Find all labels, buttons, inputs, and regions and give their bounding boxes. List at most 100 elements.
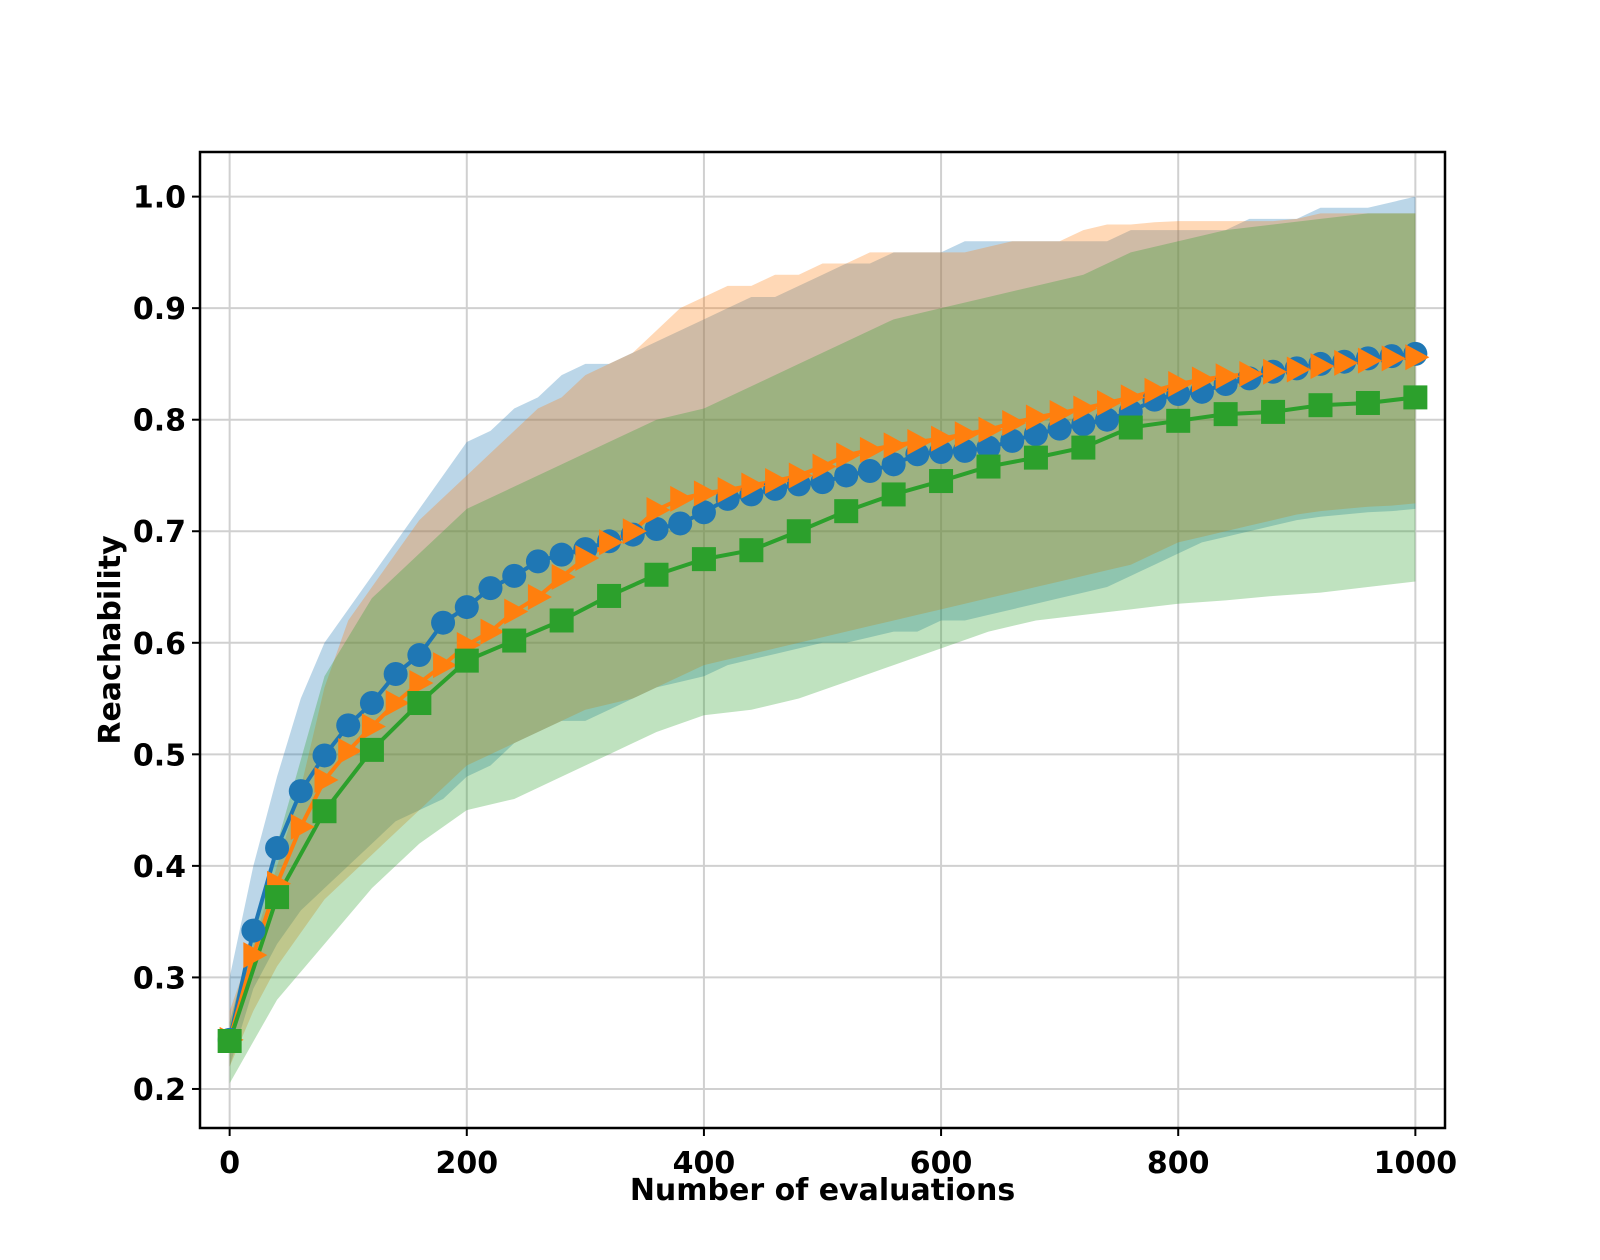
green-point (217, 1028, 242, 1053)
blue-point (265, 836, 290, 861)
blue-point (359, 691, 384, 716)
blue-point (288, 779, 313, 804)
green-point (976, 454, 1001, 479)
green-point (407, 691, 432, 716)
green-point (549, 608, 574, 633)
orange-point (1120, 384, 1145, 411)
green-point (644, 562, 669, 587)
y-tick-label: 0.9 (133, 292, 186, 327)
orange-point (765, 468, 790, 495)
orange-point (1310, 353, 1335, 380)
green-point (359, 737, 384, 762)
plot-frame (198, 150, 1447, 1130)
blue-point (502, 563, 527, 588)
green-point (1071, 435, 1096, 460)
blue-point (241, 918, 266, 943)
green-point (454, 648, 479, 673)
orange-point (1405, 344, 1430, 371)
blue-point (549, 542, 574, 567)
green-point (1355, 390, 1380, 415)
orange-point (693, 480, 718, 507)
orange-point (1239, 360, 1264, 387)
orange-point (954, 421, 979, 448)
blue-point (881, 452, 906, 477)
orange-point (1191, 366, 1216, 393)
orange-point (883, 432, 908, 459)
orange-point (599, 529, 624, 556)
grid (200, 152, 1445, 1128)
blue-point (525, 549, 550, 574)
green-point (1403, 385, 1428, 410)
green-point (1213, 402, 1238, 427)
orange-point (1286, 356, 1311, 383)
x-tick-label: 200 (435, 1146, 498, 1181)
blue-point (431, 610, 456, 635)
blue-point (857, 459, 882, 484)
green-point (1023, 445, 1048, 470)
blue-point (454, 595, 479, 620)
orange-point (1381, 345, 1406, 372)
blue-point (834, 463, 859, 488)
green-point (691, 547, 716, 572)
orange-point (1357, 347, 1382, 374)
orange-point (741, 472, 766, 499)
green-point (739, 538, 764, 563)
orange-point (1049, 400, 1074, 427)
orange-point (1025, 404, 1050, 431)
orange-point (338, 737, 363, 764)
blue-point (312, 743, 337, 768)
x-axis-ticks: 0 200 400 600 800 1000 (219, 1128, 1457, 1181)
orange-point (1168, 371, 1193, 398)
y-tick-label: 0.4 (133, 850, 186, 885)
green-point (1166, 408, 1191, 433)
orange-point (527, 584, 552, 611)
orange-point (575, 545, 600, 572)
green-point (597, 583, 622, 608)
orange-point (907, 429, 932, 456)
green-point (502, 628, 527, 653)
orange-point (433, 652, 458, 679)
orange-point (290, 813, 315, 840)
x-tick-label: 1000 (1374, 1146, 1458, 1181)
orange-point (717, 476, 742, 503)
blue-point (691, 500, 716, 525)
orange-point (1002, 410, 1027, 437)
y-tick-label: 0.7 (133, 515, 186, 550)
orange-point (978, 416, 1003, 443)
orange-point (788, 462, 813, 489)
orange-point (385, 690, 410, 717)
blue-point (644, 517, 669, 542)
orange-point (1073, 395, 1098, 422)
blue-point (383, 662, 408, 687)
green-point (1308, 393, 1333, 418)
orange-point (646, 497, 671, 524)
orange-point (243, 942, 268, 969)
y-tick-label: 0.2 (133, 1073, 186, 1108)
blue-point (336, 713, 361, 738)
orange-point (859, 436, 884, 463)
green-point (929, 469, 954, 494)
x-tick-label: 400 (673, 1146, 736, 1181)
green-point (834, 499, 859, 524)
green-point (265, 885, 290, 910)
green-point (881, 482, 906, 507)
orange-point (931, 425, 956, 452)
orange-point (361, 713, 386, 740)
orange-point (622, 518, 647, 545)
orange-point (836, 442, 861, 469)
y-tick-label: 0.8 (133, 404, 186, 439)
y-tick-label: 0.5 (133, 738, 186, 773)
orange-point (1263, 358, 1288, 385)
green-point (1261, 399, 1286, 424)
y-tick-label: 1.0 (133, 181, 186, 216)
blue-point (407, 643, 432, 668)
orange-point (504, 598, 529, 625)
orange-point (670, 485, 695, 512)
orange-point (812, 453, 837, 480)
x-tick-label: 600 (910, 1146, 973, 1181)
blue-point (1000, 428, 1025, 453)
blue-point (478, 576, 503, 601)
green-point (786, 519, 811, 544)
